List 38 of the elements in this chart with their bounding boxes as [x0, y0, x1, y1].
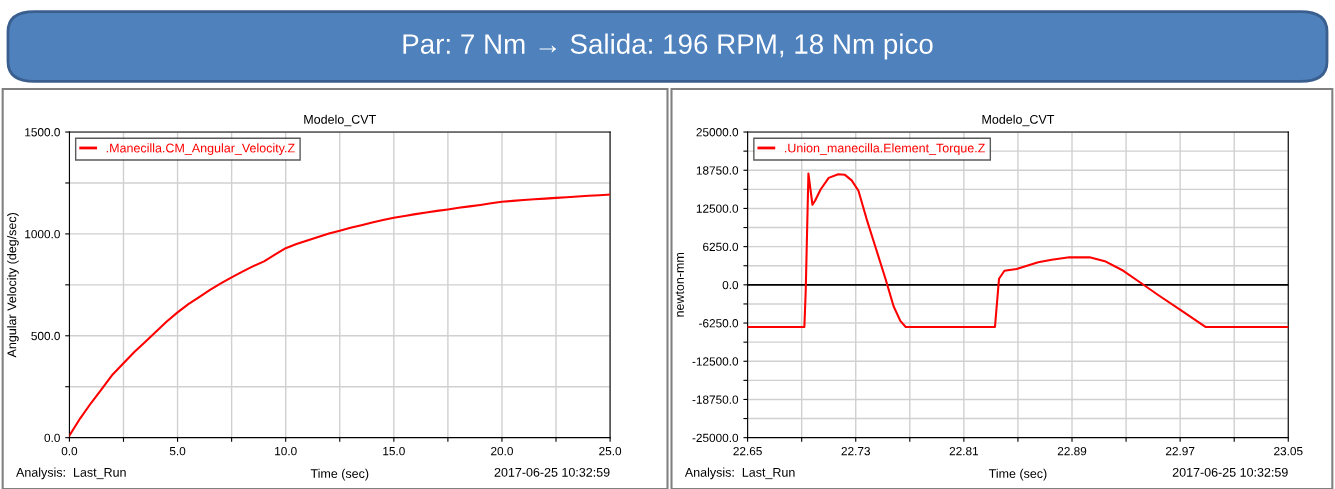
- x-tick-label: 22.97: [1165, 446, 1195, 456]
- text: 2017-06-25 10:32:59: [494, 467, 610, 477]
- x-tick-label: 20.0: [491, 446, 513, 456]
- x-tick-label: 0.0: [61, 446, 78, 456]
- chart-title: Modelo_CVT: [304, 114, 376, 127]
- x-tick-label: 22.65: [733, 446, 762, 456]
- y-tick-label: 12500.0: [696, 204, 739, 213]
- x-tick-label: 22.73: [841, 446, 870, 456]
- y-axis-title: newton-mm: [675, 253, 684, 317]
- x-tick-label: 22.81: [949, 446, 979, 456]
- y-tick-label: -18750.0: [692, 395, 739, 404]
- y-tick-label: 1000.0: [25, 229, 60, 239]
- y-tick-label: 0.0: [722, 280, 739, 290]
- x-axis-title: Time (sec): [310, 468, 369, 481]
- y-tick-label: -12500.0: [692, 357, 739, 366]
- y-tick-label: 6250.0: [703, 242, 739, 252]
- y-tick-label: -6250.0: [699, 319, 739, 328]
- y-tick-label: -25000.0: [692, 433, 739, 443]
- x-tick-label: 23.05: [1274, 446, 1303, 456]
- y-axis-title: Angular Velocity (deg/sec): [7, 213, 19, 358]
- text: Analysis: Last_Run: [16, 467, 126, 480]
- x-tick-label: 22.89: [1057, 446, 1087, 456]
- y-tick-label: 0.0: [44, 433, 60, 443]
- legend-label: .Union_manecilla.Element_Torque.Z: [784, 143, 985, 155]
- y-tick-label: 1500.0: [25, 128, 60, 137]
- x-tick-label: 15.0: [383, 446, 405, 456]
- text: 2017-06-25 10:32:59: [1172, 467, 1288, 477]
- y-tick-label: 25000.0: [696, 128, 739, 137]
- legend-label: .Manecilla.CM_Angular_Velocity.Z: [106, 143, 295, 155]
- x-tick-label: 5.0: [169, 446, 186, 456]
- y-tick-label: 18750.0: [696, 166, 739, 175]
- x-tick-label: 25.0: [599, 446, 622, 456]
- text: Analysis: Last_Run: [684, 467, 795, 480]
- text: Par: 7 Nm → Salida: 196 RPM, 18 Nm pico: [403, 33, 933, 60]
- chart-title: Modelo_CVT: [982, 114, 1055, 127]
- x-tick-label: 10.0: [275, 446, 297, 456]
- y-tick-label: 500.0: [31, 331, 60, 341]
- x-axis-title: Time (sec): [988, 468, 1047, 481]
